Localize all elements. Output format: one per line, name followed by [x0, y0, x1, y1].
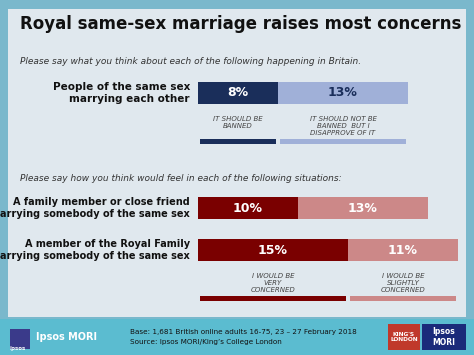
- Text: Base: 1,681 British online adults 16-75, 23 – 27 February 2018: Base: 1,681 British online adults 16-75,…: [130, 329, 357, 335]
- Bar: [0, 319, 474, 355]
- Bar: [200, 139, 276, 144]
- Text: I WOULD BE
SLIGHTLY
CONCERNED: I WOULD BE SLIGHTLY CONCERNED: [381, 273, 425, 293]
- Bar: [348, 239, 458, 261]
- Bar: [278, 82, 408, 104]
- Text: Ipsos
MORI: Ipsos MORI: [432, 327, 456, 347]
- Text: IT SHOULD BE
BANNED: IT SHOULD BE BANNED: [213, 116, 263, 129]
- Text: ipsos: ipsos: [10, 346, 26, 351]
- Text: I WOULD BE
VERY
CONCERNED: I WOULD BE VERY CONCERNED: [251, 273, 295, 293]
- Text: 10%: 10%: [233, 202, 263, 214]
- Bar: [200, 296, 346, 301]
- Bar: [298, 197, 428, 219]
- Text: 13%: 13%: [328, 87, 358, 99]
- Text: Please say what you think about each of the following happening in Britain.: Please say what you think about each of …: [20, 57, 361, 66]
- Text: People of the same sex
marrying each other: People of the same sex marrying each oth…: [53, 82, 190, 104]
- Bar: [280, 139, 406, 144]
- Bar: [198, 82, 278, 104]
- Text: A family member or close friend
marrying somebody of the same sex: A family member or close friend marrying…: [0, 197, 190, 219]
- Bar: [8, 9, 466, 317]
- Text: 11%: 11%: [388, 244, 418, 257]
- Bar: [198, 239, 348, 261]
- Text: KING'S
LONDON: KING'S LONDON: [390, 332, 418, 343]
- Text: 13%: 13%: [348, 202, 378, 214]
- Text: 8%: 8%: [228, 87, 248, 99]
- Text: A member of the Royal Family
marrying somebody of the same sex: A member of the Royal Family marrying so…: [0, 239, 190, 261]
- Text: Ipsos MORI: Ipsos MORI: [36, 332, 97, 342]
- Text: 15%: 15%: [258, 244, 288, 257]
- Bar: [198, 197, 298, 219]
- Text: Please say how you think would feel in each of the following situations:: Please say how you think would feel in e…: [20, 174, 342, 183]
- Text: IT SHOULD NOT BE
BANNED  BUT I
DISAPPROVE OF IT: IT SHOULD NOT BE BANNED BUT I DISAPPROVE…: [310, 116, 376, 136]
- Bar: [10, 329, 30, 349]
- Bar: [350, 296, 456, 301]
- Bar: [388, 324, 420, 350]
- Text: Royal same-sex marriage raises most concerns: Royal same-sex marriage raises most conc…: [20, 15, 461, 33]
- Text: Source: Ipsos MORI/King’s College London: Source: Ipsos MORI/King’s College London: [130, 339, 282, 345]
- Bar: [422, 324, 466, 350]
